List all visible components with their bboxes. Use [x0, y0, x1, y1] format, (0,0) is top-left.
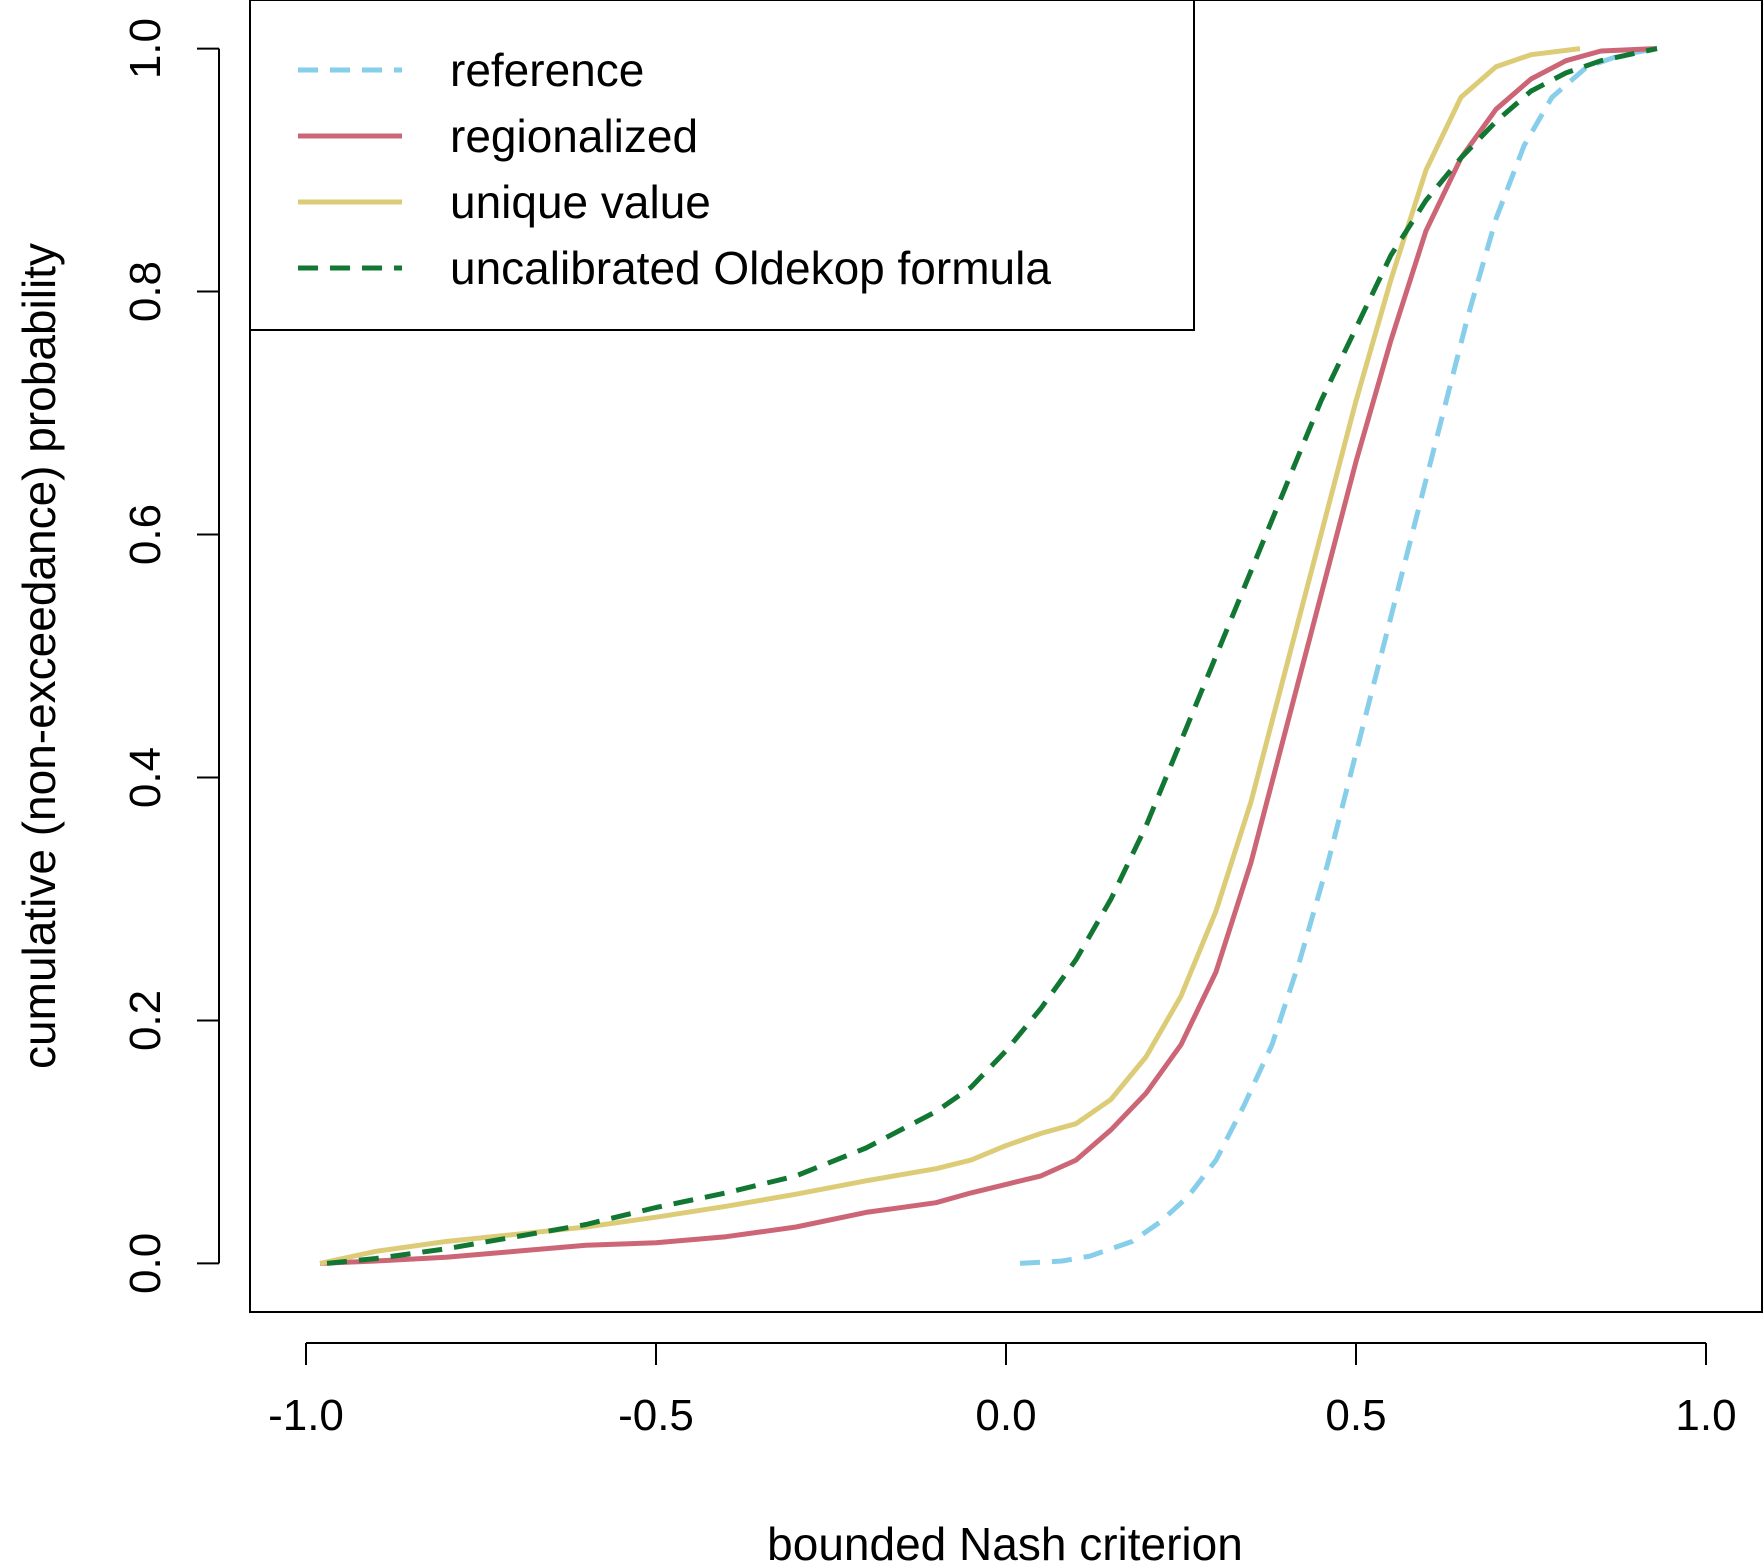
y-tick-label: 1.0 — [121, 18, 170, 79]
legend-label-unique-value: unique value — [450, 176, 711, 228]
legend: reference regionalized unique value uncalib… — [249, 0, 1195, 331]
y-tick-label: 0.2 — [121, 990, 170, 1051]
y-axis-title: cumulative (non-exceedance) probability — [13, 243, 65, 1069]
x-tick-label: -0.5 — [618, 1391, 694, 1440]
x-tick-label: 0.0 — [975, 1391, 1036, 1440]
y-tick-label: 0.8 — [121, 261, 170, 322]
x-tick-label: -1.0 — [268, 1391, 344, 1440]
series-layer — [319, 46, 1658, 1266]
x-axis: -1.0 -0.5 0.0 0.5 1.0 — [268, 1342, 1737, 1440]
y-tick-label: 0.6 — [121, 504, 170, 565]
series-line-uncalibrated-oldekop-formula — [326, 46, 1658, 1266]
y-tick-label: 0.4 — [121, 747, 170, 808]
legend-label-reference: reference — [450, 44, 644, 96]
plot-frame — [249, 0, 1763, 1313]
x-tick-label: 0.5 — [1325, 1391, 1386, 1440]
series-line-reference — [1019, 46, 1658, 1266]
y-axis: 0.0 0.2 0.4 0.6 0.8 1.0 — [121, 18, 220, 1294]
x-axis-title: bounded Nash criterion — [767, 1518, 1243, 1565]
legend-label-uncalibrated-oldekop-formula: uncalibrated Oldekop formula — [450, 242, 1051, 294]
y-tick-label: 0.0 — [121, 1233, 170, 1294]
legend-label-regionalized: regionalized — [450, 110, 698, 162]
legend-box — [249, 0, 1195, 331]
x-tick-label: 1.0 — [1675, 1391, 1736, 1440]
